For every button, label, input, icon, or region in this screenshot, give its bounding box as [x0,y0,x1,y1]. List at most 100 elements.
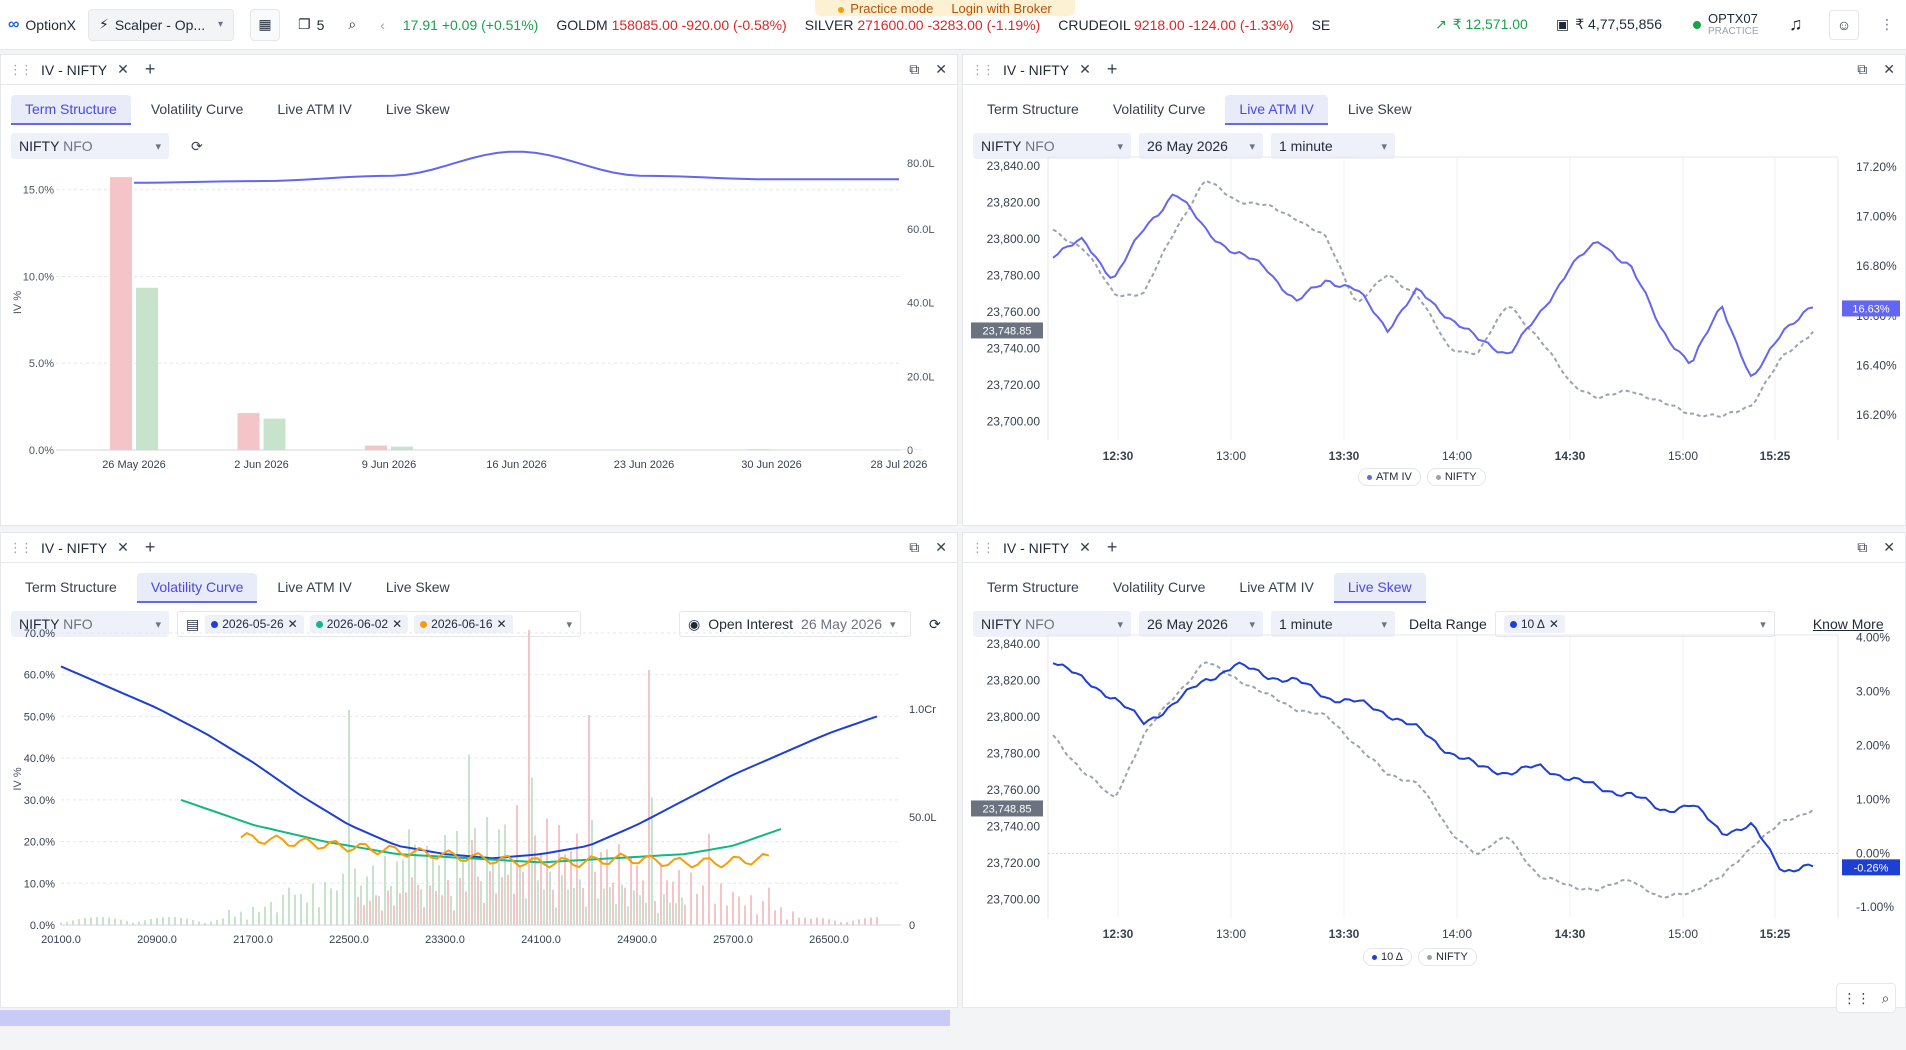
oi-bar [540,853,542,925]
tab-live-skew[interactable]: Live Skew [1347,101,1412,117]
expiry-multiselect[interactable]: ▤ 2026-05-26 ✕ 2026-06-02 ✕ 2026-06-16 ✕ ▾ [177,611,581,637]
close-panel-icon[interactable]: ✕ [935,539,947,555]
close-tab-icon[interactable]: ✕ [117,539,129,555]
symbol-select[interactable]: NIFTY NFO ▾ [11,133,169,159]
panel-controls: NIFTY NFO ▾ 26 May 2026 ▾ 1 minute ▾ Delta … [963,603,1905,645]
symbol-select[interactable]: NIFTY NFO ▾ [11,611,169,637]
symbol-select[interactable]: NIFTY NFO ▾ [973,133,1131,159]
remove-chip-icon[interactable]: ✕ [287,617,298,631]
close-panel-icon[interactable]: ✕ [1883,61,1895,77]
close-tab-icon[interactable]: ✕ [117,61,129,77]
account-badge[interactable]: OPTX07 PRACTICE [1693,12,1759,38]
panel-title[interactable]: IV - NIFTY [41,61,108,78]
tab-volatility-curve[interactable]: Volatility Curve [1112,101,1206,117]
popout-icon[interactable]: ⧉ [1857,61,1868,77]
oi-bar [429,885,431,925]
tab-volatility-curve[interactable]: Volatility Curve [136,573,258,603]
ticker-item[interactable]: SILVER 271600.00 -3283.00 (-1.19%) [805,17,1041,33]
search-icon[interactable]: ⌕ [348,16,357,32]
tab-term-structure[interactable]: Term Structure [987,101,1079,117]
last-value-badge [1842,859,1900,876]
tab-live-atm-iv[interactable]: Live ATM IV [277,579,352,595]
remove-chip-icon[interactable]: ✕ [1548,617,1559,631]
add-tab-icon[interactable]: + [1106,59,1118,79]
add-tab-icon[interactable]: + [144,59,156,79]
drag-handle-icon[interactable]: ⋮⋮ [9,61,33,77]
search-icon[interactable]: ⌕ [1881,989,1890,1006]
login-with-broker-link[interactable]: Login with Broker [951,0,1052,16]
expiry-select[interactable]: 26 May 2026 ▾ [1139,611,1263,637]
horizontal-scrollbar[interactable] [0,1010,950,1026]
layout-button[interactable]: ▦ [250,8,280,41]
panel-tabs: Term Structure Volatility Curve Live ATM… [963,85,1905,125]
tab-live-skew[interactable]: Live Skew [385,101,450,117]
pnl-display[interactable]: ↗ ₹ 12,571.00 [1435,16,1528,33]
ticker-item[interactable]: SENSE [1312,17,1331,33]
interval-select[interactable]: 1 minute ▾ [1271,133,1395,159]
tab-live-skew[interactable]: Live Skew [385,579,450,595]
know-more-link[interactable]: Know More [1812,616,1884,632]
tab-term-structure[interactable]: Term Structure [11,95,131,125]
expiry-chip[interactable]: 2026-05-26 ✕ [205,615,304,633]
popout-icon[interactable]: ⧉ [909,539,920,555]
legend-10-delta[interactable]: 10 Δ [1363,948,1413,966]
ticker-item[interactable]: CRUDEOIL 9218.00 -124.00 (-1.33%) [1058,17,1293,33]
tab-volatility-curve[interactable]: Volatility Curve [1112,579,1206,595]
expiry-select[interactable]: 26 May 2026 ▾ [1139,133,1263,159]
expiry-chip[interactable]: 2026-06-02 ✕ [309,615,409,633]
expiry-chip[interactable]: 2026-06-16 ✕ [414,615,513,633]
ticker-item[interactable]: GOLDM 158085.00 -920.00 (-0.58%) [556,17,786,33]
add-tab-icon[interactable]: + [1106,537,1118,557]
y2-tick-label: 1.00% [1856,792,1890,806]
panel-title[interactable]: IV - NIFTY [1003,61,1070,78]
bell-icon[interactable]: ♫ [1789,14,1803,34]
add-tab-icon[interactable]: + [144,537,156,557]
drag-handle-icon[interactable]: ⋮⋮ [1842,989,1871,1006]
y2-tick-label: 0.00% [1856,846,1890,860]
oi-bar [528,630,530,925]
popout-icon[interactable]: ⧉ [909,61,920,77]
remove-chip-icon[interactable]: ✕ [392,617,403,631]
refresh-icon[interactable]: ⟳ [191,137,203,154]
layouts-count-button[interactable]: ❐ 5 [298,16,324,33]
popout-icon[interactable]: ⧉ [1857,539,1868,555]
close-panel-icon[interactable]: ✕ [935,61,947,77]
tab-volatility-curve[interactable]: Volatility Curve [150,101,244,117]
oi-bar [282,895,284,925]
ticker-prev-icon[interactable]: ‹ [380,16,385,33]
tab-term-structure[interactable]: Term Structure [987,579,1079,595]
delta-range-select[interactable]: 10 Δ ✕ ▾ [1494,611,1775,637]
symbol-select[interactable]: NIFTY NFO ▾ [973,611,1131,637]
ticker-first[interactable]: 17.91 +0.09 (+0.51%) [403,17,538,33]
oi-bar [204,922,206,925]
tab-live-atm-iv[interactable]: Live ATM IV [1225,95,1328,125]
legend-atm-iv[interactable]: ATM IV [1358,468,1421,486]
close-tab-icon[interactable]: ✕ [1079,61,1091,77]
drag-handle-icon[interactable]: ⋮⋮ [971,539,995,555]
drag-handle-icon[interactable]: ⋮⋮ [971,61,995,77]
tab-live-atm-iv[interactable]: Live ATM IV [1239,579,1314,595]
tab-term-structure[interactable]: Term Structure [25,579,117,595]
oi-bar [426,845,428,925]
app-logo[interactable]: ∞ OptionX [8,16,76,34]
refresh-icon[interactable]: ⟳ [929,615,941,632]
more-menu-icon[interactable]: ⋮ [1880,16,1894,32]
funds-display[interactable]: ▣ ₹ 4,77,55,856 [1556,16,1662,33]
remove-chip-icon[interactable]: ✕ [496,617,507,631]
legend-nifty[interactable]: NIFTY [1418,948,1477,966]
workspace-select[interactable]: ⚡ Scalper - Op... ▾ [88,8,234,41]
close-tab-icon[interactable]: ✕ [1079,539,1091,555]
panel-title[interactable]: IV - NIFTY [41,539,108,556]
oi-bar [750,895,752,925]
interval-select[interactable]: 1 minute ▾ [1271,611,1395,637]
tab-live-atm-iv[interactable]: Live ATM IV [277,101,352,117]
close-panel-icon[interactable]: ✕ [1883,539,1895,555]
eye-icon[interactable]: ◉ [688,615,701,632]
panel-title[interactable]: IV - NIFTY [1003,539,1070,556]
user-profile-button[interactable]: ☺ [1829,9,1859,40]
legend-nifty[interactable]: NIFTY [1426,468,1486,486]
oi-bar [594,871,596,925]
delta-chip[interactable]: 10 Δ ✕ [1503,615,1565,633]
drag-handle-icon[interactable]: ⋮⋮ [9,539,33,555]
tab-live-skew[interactable]: Live Skew [1333,573,1426,603]
